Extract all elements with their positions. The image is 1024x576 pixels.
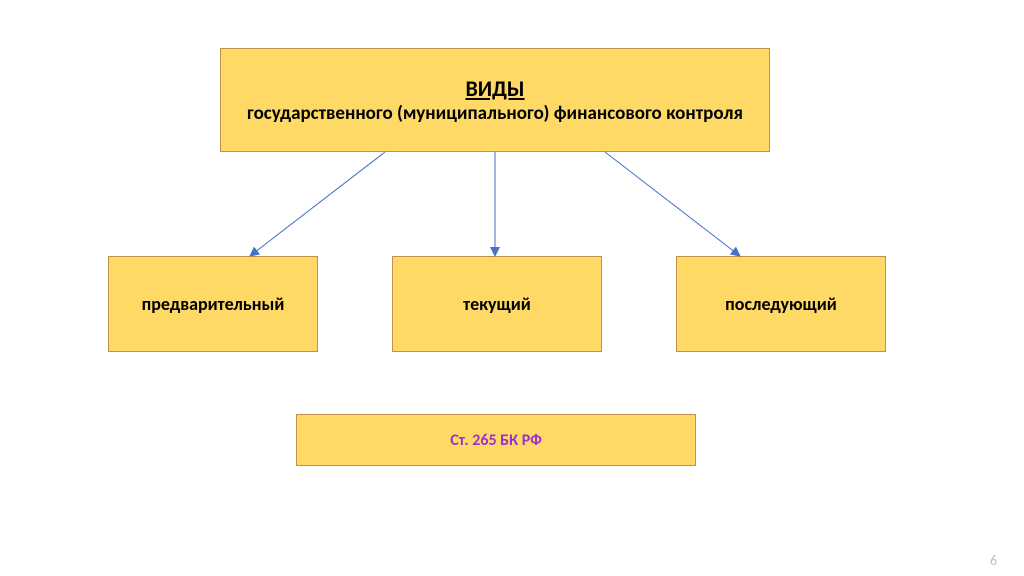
title-box: ВИДЫ государственного (муниципального) ф… (220, 48, 770, 152)
title-line1: ВИДЫ (465, 75, 524, 102)
child-box-preliminary: предварительный (108, 256, 318, 352)
reference-box: Ст. 265 БК РФ (296, 414, 696, 466)
reference-label: Ст. 265 БК РФ (450, 431, 542, 450)
child-label: предварительный (142, 293, 285, 315)
child-box-current: текущий (392, 256, 602, 352)
page-number: 6 (990, 552, 997, 569)
child-label: последующий (725, 293, 837, 315)
child-box-subsequent: последующий (676, 256, 886, 352)
title-line2: государственного (муниципального) финанс… (247, 102, 743, 125)
child-label: текущий (463, 293, 531, 315)
